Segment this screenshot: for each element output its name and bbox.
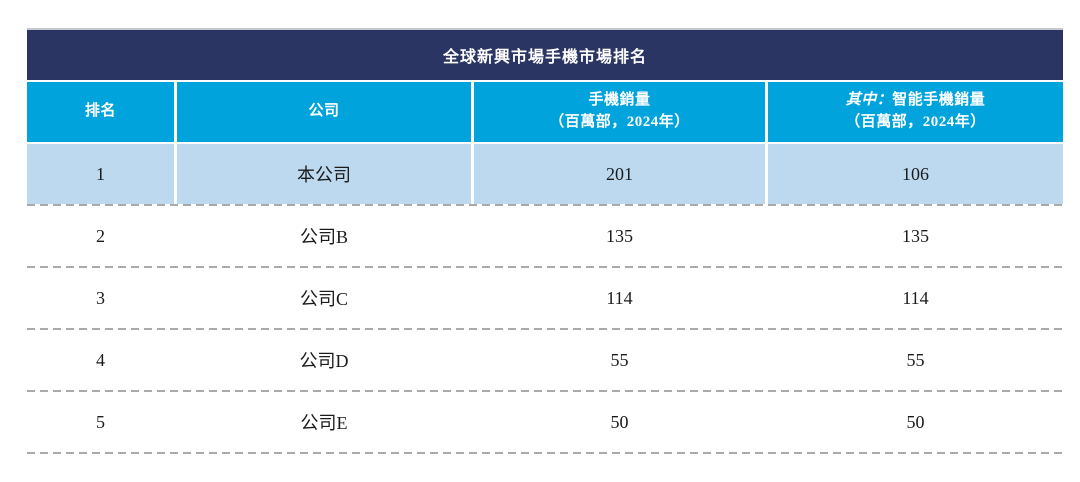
table-row: 5 公司E 50 50 <box>27 392 1063 452</box>
header-rank-label: 排名 <box>84 103 116 120</box>
dashed-divider <box>27 266 1063 268</box>
company-cell: 公司B <box>299 227 348 247</box>
header-smartphone-sales: 其中：智能手機銷量 （百萬部，2024年） <box>768 82 1063 142</box>
header-smartphone-italic-prefix: 其中： <box>845 92 893 109</box>
ranking-table: 全球新興市場手機市場排名 排名 公司 手機銷量 （百萬部，2024年） 其中：智… <box>27 28 1063 454</box>
table-header-row: 排名 公司 手機銷量 （百萬部，2024年） 其中：智能手機銷量 （百萬部，20… <box>27 82 1063 142</box>
header-smartphone-sales-unit: （百萬部，2024年） <box>845 114 986 130</box>
dashed-divider <box>27 390 1063 392</box>
table-title-bar: 全球新興市場手機市場排名 <box>27 28 1063 80</box>
smartphone-sales-cell: 55 <box>906 349 925 370</box>
rank-cell: 5 <box>96 411 105 432</box>
rank-cell: 1 <box>27 144 174 204</box>
table-row: 2 公司B 135 135 <box>27 206 1063 266</box>
phone-sales-cell: 114 <box>606 287 633 308</box>
company-cell: 公司C <box>299 289 348 309</box>
smartphone-sales-cell: 135 <box>902 225 929 246</box>
phone-sales-cell: 55 <box>610 349 629 370</box>
smartphone-sales-cell: 114 <box>902 287 929 308</box>
company-cell: 公司E <box>300 413 348 433</box>
dashed-divider <box>27 328 1063 330</box>
table-row: 1 本公司 201 106 <box>27 144 1063 204</box>
header-company: 公司 <box>177 82 471 142</box>
header-phone-sales-unit: （百萬部，2024年） <box>549 114 690 130</box>
dashed-divider <box>27 204 1063 206</box>
header-smartphone-sales-label: 其中：智能手機銷量 <box>845 92 986 109</box>
header-rank: 排名 <box>27 82 174 142</box>
dashed-divider <box>27 452 1063 454</box>
phone-sales-cell: 135 <box>606 225 633 246</box>
phone-sales-cell: 50 <box>610 411 629 432</box>
table-row: 4 公司D 55 55 <box>27 330 1063 390</box>
rank-cell: 3 <box>96 287 105 308</box>
table-body: 1 本公司 201 106 2 公司B 135 135 3 公司C 114 11… <box>27 144 1063 454</box>
table-title: 全球新興市場手機市場排名 <box>442 49 647 66</box>
header-company-label: 公司 <box>308 103 340 120</box>
header-phone-sales-label: 手機銷量 <box>588 92 651 109</box>
header-phone-sales: 手機銷量 （百萬部，2024年） <box>474 82 765 142</box>
rank-cell: 2 <box>96 225 105 246</box>
rank-cell: 4 <box>96 349 105 370</box>
company-cell: 公司D <box>299 351 349 371</box>
smartphone-sales-cell: 106 <box>768 144 1063 204</box>
phone-sales-cell: 201 <box>474 144 765 204</box>
smartphone-sales-cell: 50 <box>906 411 925 432</box>
company-cell: 本公司 <box>177 144 471 204</box>
table-row: 3 公司C 114 114 <box>27 268 1063 328</box>
